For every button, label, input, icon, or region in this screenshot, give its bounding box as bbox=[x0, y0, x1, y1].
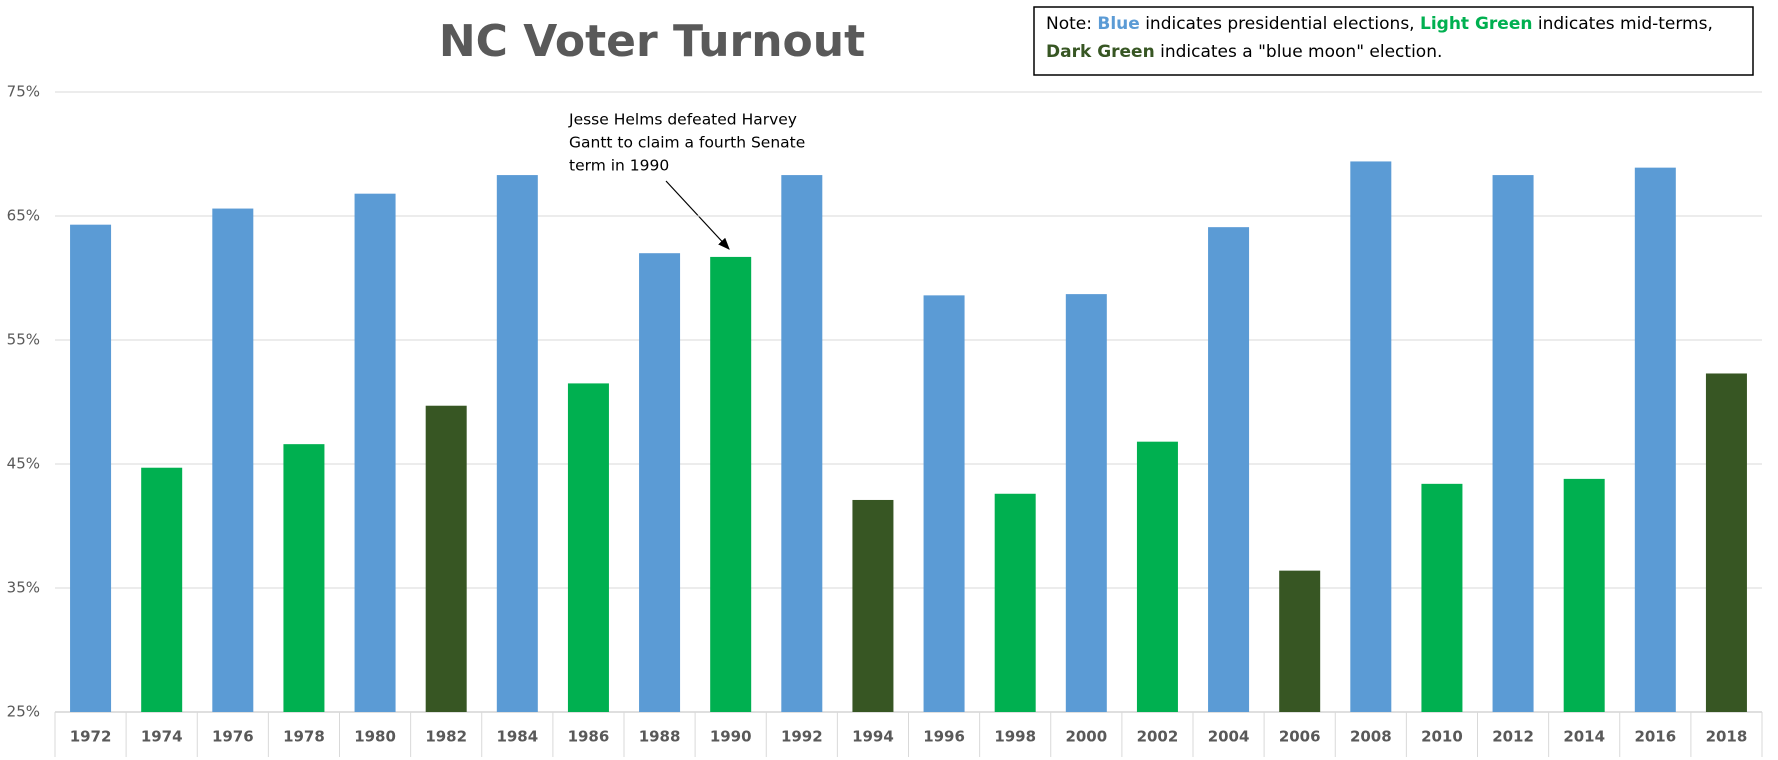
bar bbox=[923, 295, 965, 712]
x-tick-label: 1984 bbox=[496, 728, 538, 746]
x-tick-label: 2008 bbox=[1350, 728, 1392, 746]
bar bbox=[283, 444, 325, 712]
x-tick-label: 1990 bbox=[710, 728, 752, 746]
x-tick-label: 2016 bbox=[1634, 728, 1676, 746]
bar bbox=[1634, 167, 1676, 712]
x-tick-label: 1986 bbox=[568, 728, 610, 746]
annotation-text: Jesse Helms defeated Harvey bbox=[568, 111, 797, 129]
bar bbox=[1421, 483, 1463, 712]
annotation-arrow bbox=[665, 180, 730, 250]
bar bbox=[425, 405, 467, 712]
x-tick-label: 2004 bbox=[1208, 728, 1250, 746]
bar bbox=[212, 208, 254, 712]
x-tick-label: 1980 bbox=[354, 728, 396, 746]
note-segment: indicates presidential elections, bbox=[1140, 14, 1420, 34]
bar bbox=[70, 224, 112, 712]
bar bbox=[1705, 373, 1747, 712]
bar bbox=[852, 499, 894, 712]
note-segment: Blue bbox=[1097, 14, 1139, 34]
x-tick-label: 2012 bbox=[1492, 728, 1534, 746]
x-tick-label: 1988 bbox=[639, 728, 681, 746]
note-segment: Note: bbox=[1046, 14, 1097, 34]
y-tick-label: 25% bbox=[7, 703, 40, 721]
note-segment: indicates mid-terms, bbox=[1532, 14, 1712, 34]
y-tick-label: 55% bbox=[7, 331, 40, 349]
x-tick-label: 1974 bbox=[141, 728, 183, 746]
x-tick-label: 1994 bbox=[852, 728, 894, 746]
bar bbox=[1208, 227, 1250, 712]
x-tick-label: 1978 bbox=[283, 728, 325, 746]
note-segment: Light Green bbox=[1420, 14, 1532, 34]
note-segment: Dark Green bbox=[1046, 42, 1155, 62]
annotation-text: term in 1990 bbox=[569, 157, 669, 175]
bar bbox=[1279, 570, 1321, 712]
bar bbox=[496, 175, 538, 712]
x-tick-label: 2000 bbox=[1065, 728, 1107, 746]
y-tick-label: 45% bbox=[7, 455, 40, 473]
bar bbox=[781, 175, 823, 712]
bar bbox=[354, 193, 396, 712]
x-tick-label: 1972 bbox=[70, 728, 112, 746]
x-tick-label: 2010 bbox=[1421, 728, 1463, 746]
annotation-text: Gantt to claim a fourth Senate bbox=[569, 134, 805, 152]
chart-title: NC Voter Turnout bbox=[439, 16, 865, 67]
x-tick-label: 2006 bbox=[1279, 728, 1321, 746]
note-segment: indicates a "blue moon" election. bbox=[1155, 42, 1443, 62]
note-box bbox=[1033, 6, 1754, 76]
y-tick-label: 65% bbox=[7, 207, 40, 225]
bar bbox=[1065, 294, 1107, 712]
bar bbox=[1563, 478, 1605, 712]
bar bbox=[1492, 175, 1534, 712]
y-tick-label: 35% bbox=[7, 579, 40, 597]
y-tick-label: 75% bbox=[7, 83, 40, 101]
x-tick-label: 2018 bbox=[1706, 728, 1748, 746]
bar bbox=[994, 493, 1036, 712]
x-tick-label: 2002 bbox=[1137, 728, 1179, 746]
x-tick-label: 1976 bbox=[212, 728, 254, 746]
x-tick-label: 1982 bbox=[425, 728, 467, 746]
bar bbox=[567, 383, 609, 712]
bar bbox=[141, 467, 183, 712]
x-tick-label: 1998 bbox=[994, 728, 1036, 746]
x-tick-label: 1992 bbox=[781, 728, 823, 746]
note-line: Dark Green indicates a "blue moon" elect… bbox=[1046, 42, 1442, 62]
note-line: Note: Blue indicates presidential electi… bbox=[1046, 14, 1713, 34]
bar bbox=[639, 253, 681, 712]
bar bbox=[1136, 441, 1178, 712]
bar bbox=[710, 256, 752, 712]
x-tick-label: 1996 bbox=[923, 728, 965, 746]
bar bbox=[1350, 161, 1392, 712]
x-tick-label: 2014 bbox=[1563, 728, 1605, 746]
